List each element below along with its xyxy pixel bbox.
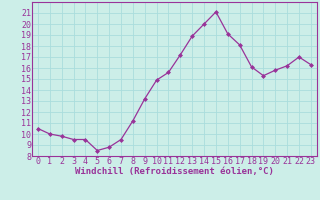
X-axis label: Windchill (Refroidissement éolien,°C): Windchill (Refroidissement éolien,°C) [75,167,274,176]
